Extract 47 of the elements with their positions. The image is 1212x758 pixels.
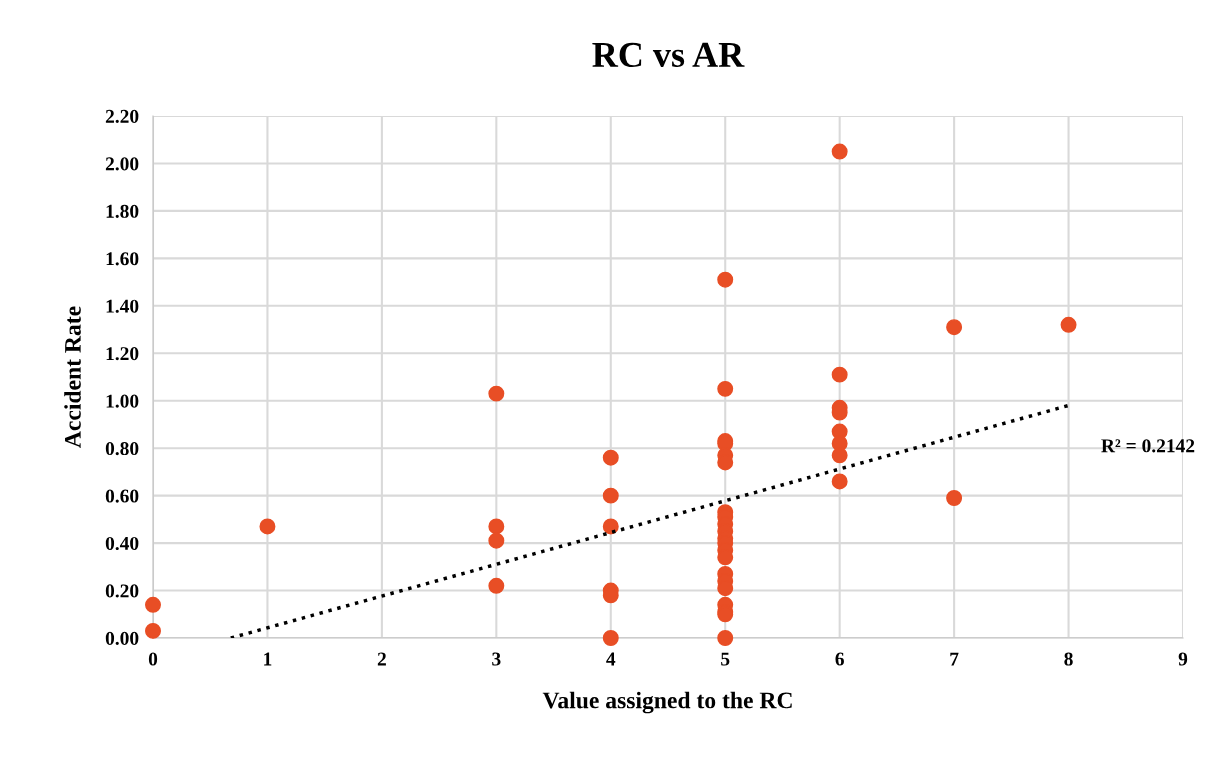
point — [1060, 316, 1077, 333]
point — [946, 490, 963, 506]
point — [717, 630, 734, 646]
x-tick-label: 2 — [377, 652, 386, 666]
y-tick-label: 0.20 — [105, 584, 139, 598]
point — [259, 518, 276, 535]
y-tick-label: 2.20 — [105, 109, 139, 124]
chart-title: RC vs AR — [592, 42, 745, 68]
point — [831, 473, 848, 490]
y-tick-label: 2.00 — [105, 157, 139, 171]
y-tick-label: 0.80 — [105, 442, 139, 456]
point — [488, 532, 505, 549]
y-tick-label: 0.60 — [105, 489, 139, 503]
point — [831, 143, 848, 160]
annotation: R² = 0.2142 — [1101, 439, 1195, 453]
point — [602, 630, 619, 646]
y-tick-label: 0.40 — [105, 536, 139, 551]
point — [488, 385, 505, 402]
point — [145, 596, 161, 613]
point — [717, 271, 734, 288]
x-tick-label: 6 — [835, 652, 844, 666]
point — [602, 487, 619, 504]
x-tick-label: 5 — [721, 652, 730, 666]
x-tick-label: 7 — [950, 652, 959, 666]
point — [602, 449, 619, 466]
x-axis-title: Value assigned to the RC — [542, 691, 792, 714]
point — [602, 518, 619, 535]
point — [145, 622, 161, 639]
y-tick-label: 1.80 — [106, 204, 139, 218]
y-axis-title: Accident Rate — [64, 306, 81, 448]
point — [831, 447, 848, 464]
point — [946, 319, 963, 336]
x-tick-label: 0 — [148, 652, 158, 666]
y-tick-label: 0.00 — [105, 631, 139, 646]
y-tick-label: 1.00 — [106, 394, 139, 408]
x-tick-label: 1 — [264, 652, 272, 666]
point — [488, 577, 505, 594]
y-tick-label: 1.40 — [106, 299, 139, 313]
y-tick-label: 1.60 — [106, 252, 139, 266]
point — [488, 518, 505, 535]
y-tick-label: 1.20 — [106, 347, 139, 361]
x-tick-label: 9 — [1178, 652, 1188, 666]
point — [717, 380, 734, 397]
x-tick-label: 4 — [606, 652, 616, 666]
x-tick-label: 3 — [492, 652, 501, 666]
x-tick-label: 8 — [1064, 652, 1073, 666]
point — [831, 366, 848, 383]
